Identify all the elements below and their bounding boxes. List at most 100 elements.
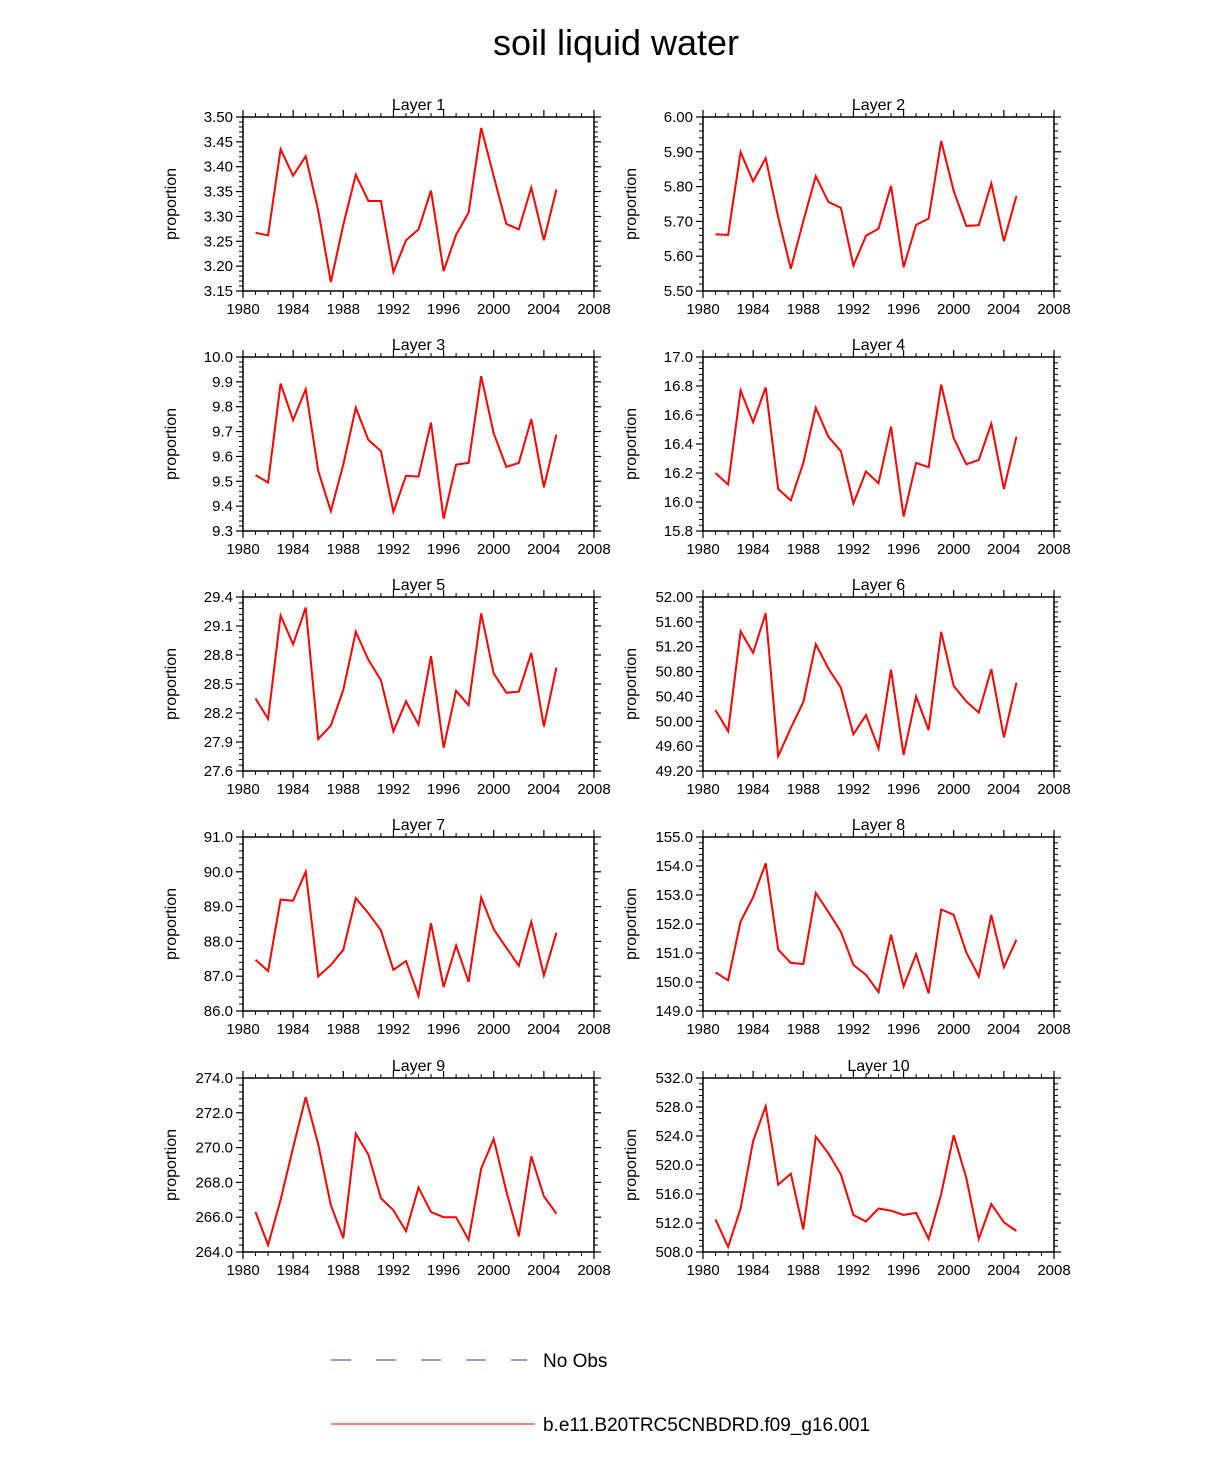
x-tick-label: 1992 — [837, 541, 870, 558]
y-tick-label: 28.5 — [204, 676, 233, 693]
x-tick-label: 2000 — [477, 541, 510, 558]
x-tick-label: 2008 — [1037, 1021, 1070, 1038]
x-tick-label: 1980 — [686, 301, 719, 318]
y-tick-label: 5.50 — [664, 283, 693, 300]
x-tick-label: 1992 — [837, 1262, 870, 1279]
x-tick-label: 2008 — [1037, 541, 1070, 558]
panel-title: Layer 9 — [392, 1058, 445, 1075]
y-tick-label: 27.6 — [204, 763, 233, 780]
y-tick-label: 3.20 — [204, 258, 233, 275]
series-line — [714, 863, 1018, 995]
y-tick-label: 10.0 — [204, 349, 233, 366]
x-tick-label: 2004 — [987, 1262, 1020, 1279]
y-tick-label: 27.9 — [204, 734, 233, 751]
y-tick-label: 3.35 — [204, 184, 233, 201]
panel-layer-9: Layer 9 proportion 1980 1984 1988 1992 1996 200… — [163, 1058, 611, 1279]
x-tick-label: 2004 — [987, 781, 1020, 798]
panel-layer-6: Layer 6 proportion 1980 1984 1988 1992 1996 200… — [623, 577, 1071, 798]
series-line — [254, 375, 558, 519]
y-tick-label: 153.0 — [655, 887, 693, 904]
y-tick-label: 270.0 — [195, 1140, 233, 1157]
y-tick-label: 52.00 — [655, 589, 693, 606]
x-tick-label: 1984 — [276, 301, 309, 318]
y-axis-label: proportion — [623, 648, 640, 720]
x-tick-label: 1996 — [427, 1021, 460, 1038]
y-tick-label: 528.0 — [655, 1099, 693, 1116]
series-line — [254, 868, 558, 1000]
plot-frame — [702, 116, 1055, 292]
panel-layer-2: Layer 2 proportion 1980 1984 1988 1992 1996 200… — [623, 97, 1071, 318]
y-tick-label: 50.40 — [655, 688, 693, 705]
y-tick-label: 6.00 — [664, 109, 693, 126]
y-tick-label: 5.70 — [664, 213, 693, 230]
y-tick-label: 3.50 — [204, 109, 233, 126]
y-axis-label: proportion — [623, 888, 640, 960]
x-tick-label: 2000 — [937, 541, 970, 558]
y-tick-label: 16.0 — [664, 494, 693, 511]
x-tick-label: 1996 — [427, 781, 460, 798]
plot-frame — [242, 116, 595, 292]
series-line — [714, 1102, 1017, 1250]
x-tick-label: 2008 — [1037, 301, 1070, 318]
y-tick-label: 524.0 — [655, 1128, 693, 1145]
x-tick-label: 1984 — [736, 1262, 769, 1279]
x-tick-label: 1988 — [787, 301, 820, 318]
plot-frame — [242, 1077, 595, 1253]
x-tick-label: 1992 — [377, 541, 410, 558]
panel-layer-4: Layer 4 proportion 1980 1984 1988 1992 1996 200… — [623, 337, 1071, 558]
x-tick-label: 1980 — [226, 1021, 259, 1038]
y-tick-label: 5.80 — [664, 179, 693, 196]
panel-layer-3: Layer 3 proportion 1980 1984 1988 1992 1996 200… — [163, 337, 611, 558]
panel-layer-1: Layer 1 proportion 1980 1984 1988 1992 1996 200… — [163, 97, 611, 318]
y-tick-label: 49.20 — [655, 763, 693, 780]
x-tick-label: 2004 — [527, 1262, 560, 1279]
x-tick-label: 1980 — [686, 781, 719, 798]
x-tick-label: 1992 — [377, 1021, 410, 1038]
panel-title: Layer 8 — [852, 817, 905, 834]
y-tick-label: 516.0 — [655, 1186, 693, 1203]
y-tick-label: 266.0 — [195, 1209, 233, 1226]
x-tick-label: 1988 — [327, 1262, 360, 1279]
y-axis-label: proportion — [623, 1129, 640, 1201]
plot-frame — [702, 836, 1055, 1012]
x-tick-label: 1992 — [837, 1021, 870, 1038]
x-tick-label: 1988 — [787, 1021, 820, 1038]
panel-title: Layer 4 — [852, 337, 905, 354]
figure-title: soil liquid water — [493, 22, 739, 63]
y-tick-label: 50.80 — [655, 664, 693, 681]
x-tick-label: 1992 — [377, 301, 410, 318]
x-tick-label: 1980 — [226, 541, 259, 558]
y-tick-label: 9.4 — [212, 498, 233, 515]
x-tick-label: 2008 — [577, 1262, 610, 1279]
x-tick-label: 1988 — [327, 781, 360, 798]
y-tick-label: 15.8 — [664, 523, 693, 540]
x-tick-label: 2004 — [987, 1021, 1020, 1038]
x-tick-label: 2004 — [987, 301, 1020, 318]
x-tick-label: 1980 — [226, 301, 259, 318]
x-tick-label: 2000 — [937, 1021, 970, 1038]
y-tick-label: 508.0 — [655, 1244, 693, 1261]
x-tick-label: 2000 — [477, 781, 510, 798]
y-tick-label: 155.0 — [655, 829, 693, 846]
x-tick-label: 1992 — [377, 781, 410, 798]
panel-layer-7: Layer 7 proportion 1980 1984 1988 1992 1996 200… — [163, 817, 611, 1038]
y-tick-label: 3.15 — [204, 283, 233, 300]
y-tick-label: 9.8 — [212, 399, 233, 416]
x-tick-label: 1984 — [736, 781, 769, 798]
y-tick-label: 16.4 — [664, 436, 693, 453]
x-tick-label: 1992 — [837, 301, 870, 318]
y-tick-label: 152.0 — [655, 916, 693, 933]
series-line — [714, 384, 1018, 517]
x-tick-label: 1996 — [887, 1262, 920, 1279]
plot-frame — [702, 356, 1055, 532]
x-tick-label: 2004 — [987, 541, 1020, 558]
y-tick-label: 90.0 — [204, 864, 233, 881]
y-tick-label: 3.25 — [204, 233, 233, 250]
y-tick-label: 16.2 — [664, 465, 693, 482]
y-tick-label: 9.9 — [212, 374, 233, 391]
y-tick-label: 512.0 — [655, 1215, 693, 1232]
x-tick-label: 1984 — [276, 1021, 309, 1038]
y-tick-label: 91.0 — [204, 829, 233, 846]
y-axis-label: proportion — [623, 168, 640, 240]
panels: Layer 1 proportion 1980 1984 1988 1992 1996 200… — [163, 97, 1071, 1279]
